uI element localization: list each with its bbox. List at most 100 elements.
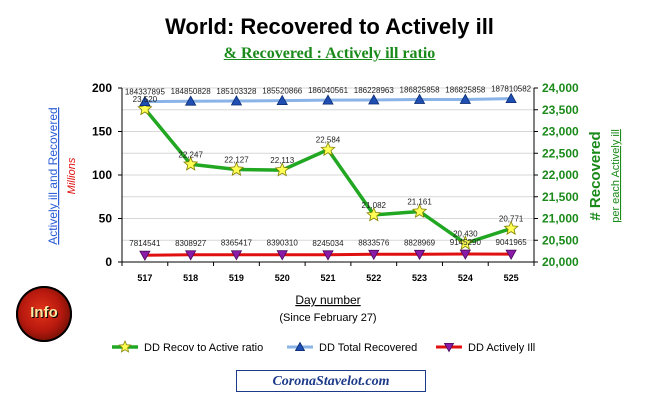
- data-label: 8828969: [404, 238, 436, 247]
- logo-text: Info: [30, 304, 58, 321]
- x-tick-label: 521: [320, 273, 335, 283]
- x-tick-label: 517: [137, 273, 152, 283]
- right-tick-label: 24,000: [542, 81, 579, 95]
- left-tick-label: 0: [105, 255, 112, 269]
- data-point: [411, 203, 428, 219]
- data-label: 21,082: [362, 201, 387, 210]
- series-layer: [137, 92, 519, 262]
- data-label: 9041965: [496, 238, 528, 247]
- x-tick-label: 522: [366, 273, 381, 283]
- data-point: [137, 100, 153, 116]
- chart-subtitle-text: & Recovered : Actively ill ratio: [223, 45, 436, 62]
- data-point: [276, 250, 288, 261]
- data-point: [230, 95, 243, 106]
- data-point: [459, 93, 472, 104]
- legend-swatch-marker: [118, 339, 132, 353]
- right-tick-label: 22,000: [542, 168, 579, 182]
- data-label: 186825858: [445, 85, 486, 94]
- data-label: 187810582: [491, 85, 532, 94]
- chart-title: World: Recovered to Actively ill: [165, 14, 494, 39]
- data-point: [368, 249, 380, 261]
- right-axis-label: # Recovered: [587, 131, 604, 220]
- legend-label: DD Recov to Active ratio: [144, 342, 263, 354]
- data-point: [184, 250, 197, 261]
- legend-swatch-marker: [443, 342, 455, 353]
- data-label: 184850828: [171, 87, 212, 96]
- data-label: 22,127: [224, 155, 249, 164]
- right-axis-sublabel: per each Actively ill: [610, 129, 622, 223]
- data-label: 22,113: [270, 156, 294, 165]
- data-label: 8308927: [175, 239, 207, 248]
- data-label: 8365417: [221, 239, 253, 248]
- data-label: 8833576: [358, 238, 390, 247]
- data-label: 21,161: [407, 197, 432, 206]
- data-point: [366, 206, 382, 222]
- data-label: 8390310: [267, 239, 299, 248]
- right-tick-label: 20,500: [542, 233, 579, 247]
- data-label: 8245034: [312, 239, 344, 248]
- left-tick-label: 200: [92, 81, 112, 95]
- data-labels-layer: 23,520 22,247 22,127 22,113 22,584 21,082 21,1…: [125, 85, 532, 249]
- chart-subtitle: & Recovered : Actively ill ratio: [0, 45, 659, 63]
- left-tick-label: 150: [92, 125, 112, 139]
- data-point: [274, 162, 290, 177]
- x-tick-label: 523: [412, 273, 427, 283]
- x-tick-label: 525: [504, 273, 519, 283]
- data-label: 22,247: [178, 150, 203, 159]
- legend-label: DD Total Recovered: [319, 342, 417, 354]
- data-point: [503, 220, 519, 235]
- series-line: [143, 107, 512, 246]
- data-label: 22,584: [316, 136, 341, 145]
- x-tick-label: 518: [183, 273, 198, 283]
- website-link[interactable]: CoronaStavelot.com: [236, 370, 426, 392]
- data-point: [182, 156, 199, 171]
- data-label: 7814541: [129, 239, 161, 248]
- data-point: [413, 93, 426, 104]
- left-tick-label: 100: [92, 168, 112, 182]
- data-point: [505, 92, 517, 104]
- left-tick-label: 50: [99, 212, 113, 226]
- data-label: 186228963: [354, 86, 395, 95]
- left-axis-unit: Millions: [66, 157, 78, 194]
- left-axis-label: Actively ill and Recovered: [46, 107, 60, 244]
- data-point: [139, 250, 151, 262]
- right-axis-ticks: 20,000 20,500 21,000 21,500 22,000 22,500 23,0…: [534, 81, 579, 269]
- data-label: 185103328: [216, 87, 257, 96]
- data-point: [184, 95, 197, 106]
- data-point: [320, 141, 336, 157]
- data-point: [322, 250, 334, 261]
- data-label: 20,771: [499, 214, 524, 223]
- data-point: [230, 250, 243, 261]
- x-axis-ticks: 517 518 519 520 521 522 523 524 525: [121, 262, 535, 283]
- x-axis-note: (Since February 27): [279, 312, 376, 324]
- right-tick-label: 20,000: [542, 255, 579, 269]
- data-point: [139, 95, 151, 107]
- data-point: [228, 161, 245, 176]
- data-label: 23,520: [133, 95, 158, 104]
- data-point: [459, 249, 472, 260]
- legend: DD Recov to Active ratio DD Total Recover…: [112, 339, 535, 354]
- right-tick-label: 22,500: [542, 146, 579, 160]
- data-point: [457, 235, 473, 250]
- info-logo: Info: [16, 286, 72, 342]
- data-label: 186040561: [308, 86, 349, 95]
- x-tick-label: 519: [229, 273, 244, 283]
- data-label: 186825858: [400, 85, 441, 94]
- data-point: [368, 94, 380, 105]
- x-axis-label: Day number: [295, 293, 360, 307]
- data-label: 9145290: [450, 238, 482, 247]
- data-label: 185520866: [262, 87, 303, 96]
- right-tick-label: 21,500: [542, 190, 579, 204]
- right-tick-label: 23,500: [542, 103, 579, 117]
- left-axis-ticks: 0 50 100 150 200: [92, 81, 122, 269]
- x-tick-label: 520: [275, 273, 290, 283]
- right-tick-label: 23,000: [542, 125, 579, 139]
- x-tick-label: 524: [458, 273, 473, 283]
- legend-swatch-marker: [294, 341, 306, 352]
- data-point: [505, 249, 517, 260]
- legend-label: DD Actively Ill: [468, 342, 535, 354]
- data-point: [276, 94, 288, 105]
- data-label: 184337895: [125, 88, 166, 97]
- data-point: [322, 94, 334, 105]
